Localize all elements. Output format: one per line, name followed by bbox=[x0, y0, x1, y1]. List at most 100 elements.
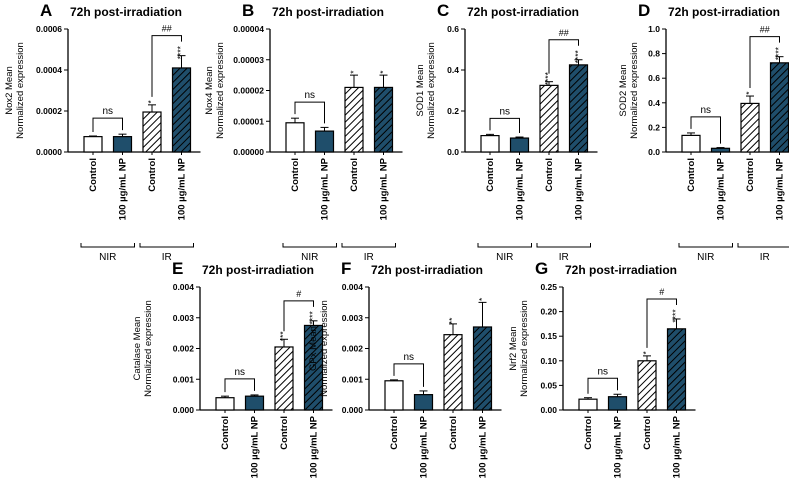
y-tick-label: 0.00004 bbox=[233, 24, 264, 34]
bar bbox=[112, 136, 133, 153]
panel-f: F 72h post-irradiation GPx Mean Normalized … bbox=[308, 259, 502, 478]
group-label: IR bbox=[760, 252, 770, 263]
y-tick-label: 0.0000 bbox=[36, 147, 62, 157]
bar bbox=[244, 395, 265, 411]
y-tick-label: 0.00000 bbox=[233, 147, 264, 157]
y-tick-label: 0.20 bbox=[540, 307, 557, 317]
y-axis-label: Normalized expression bbox=[15, 42, 26, 139]
significance-label: ** bbox=[447, 317, 457, 324]
group-label: IR bbox=[162, 252, 172, 263]
y-tick-label: 0.003 bbox=[342, 313, 364, 323]
panel-title: 72h post-irradiation bbox=[668, 5, 780, 19]
group-label: NIR bbox=[301, 252, 318, 263]
y-tick-label: 0.00002 bbox=[233, 86, 264, 96]
y-tick-label: 0.002 bbox=[173, 344, 195, 354]
panel-letter: B bbox=[242, 1, 254, 20]
x-tick-label: 100 µg/mL NP bbox=[309, 415, 320, 478]
significance-label: * bbox=[348, 70, 358, 74]
bar bbox=[710, 147, 731, 153]
significance-label: **** bbox=[774, 46, 784, 60]
y-tick-label: 0.0004 bbox=[36, 65, 62, 75]
x-tick-label: Control bbox=[544, 158, 555, 192]
pair-label: # bbox=[296, 289, 301, 299]
y-axis-label: Normalized expression bbox=[143, 300, 154, 397]
y-axis-label: Catalase Mean bbox=[132, 317, 143, 381]
x-tick-label: Control bbox=[642, 416, 653, 450]
panel-title: 72h post-irradiation bbox=[272, 5, 384, 19]
y-tick-label: 0.003 bbox=[173, 313, 195, 323]
pair-label: # bbox=[659, 287, 664, 297]
y-tick-label: 0.05 bbox=[540, 380, 557, 390]
ns-label: ns bbox=[499, 106, 510, 117]
x-tick-label: Control bbox=[485, 158, 496, 192]
x-tick-label: 100 µg/mL NP bbox=[775, 157, 786, 220]
ns-bracket bbox=[224, 378, 255, 393]
x-tick-label: Control bbox=[583, 416, 594, 450]
bar bbox=[373, 86, 394, 153]
pair-bracket bbox=[749, 36, 780, 89]
bar bbox=[578, 398, 598, 411]
ns-bracket bbox=[393, 363, 424, 387]
bar bbox=[480, 135, 500, 153]
panel-letter: G bbox=[535, 259, 548, 278]
significance-label: * bbox=[477, 297, 487, 301]
bar bbox=[740, 102, 760, 153]
y-axis-label: Nox2 Mean bbox=[4, 66, 15, 115]
y-tick-label: 0.6 bbox=[447, 24, 459, 34]
bar bbox=[314, 130, 335, 153]
y-tick-label: 0.004 bbox=[342, 282, 364, 292]
y-tick-label: 0.4 bbox=[447, 65, 459, 75]
y-axis-label: Nrf2 Mean bbox=[508, 326, 519, 370]
bar bbox=[443, 334, 463, 411]
pair-label: ## bbox=[559, 28, 569, 38]
bar bbox=[215, 397, 235, 411]
panel-letter: F bbox=[341, 259, 351, 278]
bar bbox=[344, 86, 364, 153]
pair-bracket bbox=[548, 39, 579, 74]
significance-label: **** bbox=[671, 309, 681, 323]
significance-label: **** bbox=[308, 311, 318, 325]
panel-letter: E bbox=[172, 259, 183, 278]
bar bbox=[637, 360, 657, 411]
y-axis-label: Normalized expression bbox=[519, 300, 530, 397]
ns-bracket bbox=[489, 117, 520, 134]
x-tick-label: Control bbox=[745, 158, 756, 192]
panel-letter: D bbox=[638, 1, 650, 20]
y-tick-label: 0.0006 bbox=[36, 24, 62, 34]
x-tick-label: 100 µg/mL NP bbox=[613, 415, 624, 478]
x-tick-label: Control bbox=[290, 158, 301, 192]
x-tick-label: 100 µg/mL NP bbox=[379, 157, 390, 220]
y-axis-label: GPx Mean bbox=[308, 326, 319, 371]
bar bbox=[472, 326, 493, 411]
y-tick-label: 0.0 bbox=[447, 147, 459, 157]
y-tick-label: 0.25 bbox=[540, 282, 557, 292]
y-tick-label: 0.00001 bbox=[233, 116, 264, 126]
y-axis-label: Normalized expression bbox=[629, 42, 640, 139]
bar bbox=[539, 84, 559, 153]
panel-a: A 72h post-irradiation Nox2 Mean Normalized… bbox=[4, 1, 201, 263]
x-tick-label: 100 µg/mL NP bbox=[320, 157, 331, 220]
y-tick-label: 0.10 bbox=[540, 356, 557, 366]
x-tick-label: Control bbox=[88, 158, 99, 192]
pair-bracket bbox=[151, 35, 182, 97]
x-tick-label: 100 µg/mL NP bbox=[250, 415, 261, 478]
x-tick-label: 100 µg/mL NP bbox=[672, 415, 683, 478]
y-tick-label: 0.001 bbox=[173, 374, 195, 384]
significance-label: **** bbox=[176, 45, 186, 59]
panel-letter: A bbox=[40, 1, 52, 20]
significance-label: **** bbox=[573, 49, 583, 63]
bar bbox=[681, 134, 701, 153]
x-tick-label: Control bbox=[147, 158, 158, 192]
y-tick-label: 0.8 bbox=[648, 49, 660, 59]
significance-label: **** bbox=[543, 71, 553, 85]
significance-label: * bbox=[641, 351, 651, 355]
panel-title: 72h post-irradiation bbox=[565, 263, 677, 277]
x-tick-label: 100 µg/mL NP bbox=[118, 157, 129, 220]
y-tick-label: 0.000 bbox=[342, 405, 364, 415]
y-axis-label: Normalized expression bbox=[319, 300, 330, 397]
y-tick-label: 0.000 bbox=[173, 405, 195, 415]
y-tick-label: 0.004 bbox=[173, 282, 195, 292]
y-axis-label: Normalized expression bbox=[215, 42, 226, 139]
